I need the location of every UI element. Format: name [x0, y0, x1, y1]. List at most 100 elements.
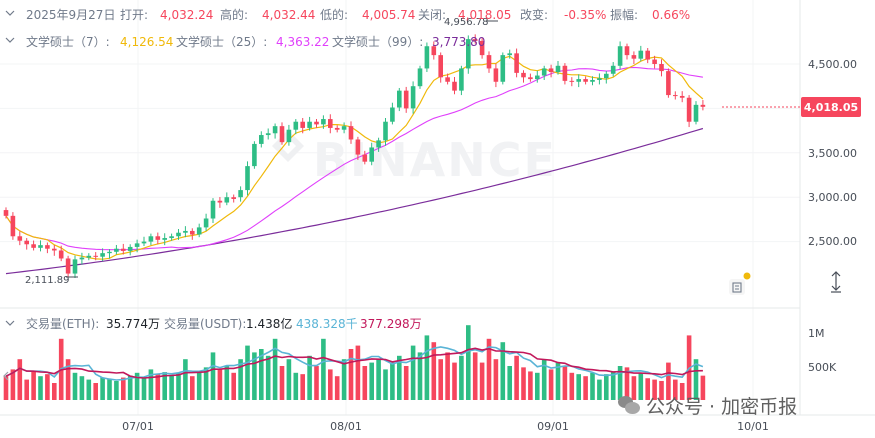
volume-bar [155, 374, 161, 400]
volume-bar [673, 379, 678, 400]
svg-text:1.438亿: 1.438亿 [246, 316, 292, 331]
candle [604, 73, 609, 79]
volume-tick: 500K [808, 361, 837, 374]
ohlc-header: 2025年9月27日 打开: 4,032.24 高的: 4,032.44 低的:… [5, 7, 690, 22]
volume-bar [528, 371, 533, 400]
volume-bar [666, 362, 671, 400]
volume-bar [321, 338, 326, 400]
candle [65, 258, 71, 274]
scale-toggle-icon[interactable] [831, 271, 841, 293]
candle [645, 50, 650, 60]
volume-bar [31, 371, 36, 400]
svg-text:高的:: 高的: [220, 7, 248, 22]
volume-bar [190, 376, 195, 400]
candle [238, 190, 243, 198]
candle [300, 121, 305, 128]
volume-bar [265, 355, 271, 400]
volume-bar [569, 372, 575, 400]
candle [52, 248, 57, 251]
candle [666, 71, 671, 96]
volume-bar [79, 376, 85, 400]
candle [307, 121, 312, 128]
volume-bar [362, 366, 368, 400]
candle [45, 245, 50, 249]
candle [459, 68, 464, 91]
svg-text:2025年9月27日: 2025年9月27日 [26, 8, 115, 22]
svg-text:2,111.89: 2,111.89 [25, 275, 70, 286]
volume-bar [624, 367, 630, 400]
volume-bar [210, 352, 216, 400]
candle [121, 248, 126, 251]
candle [466, 39, 471, 69]
candle [514, 53, 519, 73]
volume-bar [176, 373, 181, 400]
notes-icon[interactable] [729, 272, 751, 296]
volume-bar [466, 325, 471, 400]
candle [403, 90, 409, 109]
volume-bar [24, 379, 29, 400]
volume-tick: 1M [808, 327, 825, 340]
candle [652, 59, 657, 64]
price-tick: 4,500.00 [808, 58, 857, 71]
volume-bar [431, 342, 437, 400]
volume-bar [10, 369, 16, 400]
candle [597, 78, 602, 80]
chevron-down-icon[interactable] [5, 37, 15, 43]
candle [555, 65, 561, 72]
ma-line [5, 347, 703, 379]
volume-bar [65, 359, 71, 400]
volume-bar [562, 366, 568, 400]
last-price-badge: 4,018.05 [801, 97, 861, 117]
volume-bar [514, 355, 519, 400]
volume-bar [659, 380, 664, 400]
chevron-down-icon[interactable] [5, 10, 15, 16]
volume-bar [424, 335, 430, 400]
candle [493, 68, 499, 82]
ma7-line [5, 55, 704, 260]
candle [624, 46, 630, 56]
price-tick: 3,500.00 [808, 147, 857, 160]
svg-text:打开:: 打开: [120, 8, 148, 22]
volume-bar [272, 338, 278, 400]
candle [562, 65, 568, 81]
candle [583, 79, 588, 82]
volume-bar [141, 378, 147, 400]
candle [176, 232, 181, 237]
volume-bar [107, 378, 112, 400]
ma-line [5, 55, 704, 260]
scroll-left-icon[interactable] [3, 371, 9, 381]
volume-bar [238, 359, 243, 400]
candle [590, 79, 595, 82]
volume-bar [286, 359, 292, 400]
candle [500, 55, 506, 82]
volume-bar [403, 366, 409, 400]
candle [472, 39, 478, 41]
time-axis[interactable]: 07/01 08/01 09/01 10/01 [122, 420, 769, 433]
candle [507, 53, 512, 56]
svg-text:4,018.05: 4,018.05 [804, 101, 858, 114]
max-annotation: 4,956.78 [444, 17, 498, 28]
svg-text:低的:: 低的: [320, 7, 348, 22]
candle [479, 40, 485, 56]
candle [72, 259, 78, 274]
candle [341, 126, 347, 130]
volume-bar [617, 366, 623, 400]
volume-bar [631, 376, 637, 400]
svg-text:文学硕士（99）:: 文学硕士（99）: [332, 34, 423, 49]
chevron-down-icon[interactable] [5, 320, 15, 326]
volume-bar [548, 369, 554, 400]
candle [38, 245, 43, 248]
ma-line [5, 346, 704, 381]
svg-text:0.66%: 0.66% [652, 8, 690, 22]
volume-bar [127, 375, 133, 400]
volume-bar [576, 374, 581, 400]
candle [348, 126, 354, 140]
candle [100, 253, 105, 257]
price-axis[interactable]: 4,500.00 3,500.00 3,000.00 2,500.00 [808, 58, 857, 248]
candle [383, 121, 388, 141]
candle [569, 80, 575, 82]
time-tick: 09/01 [537, 420, 569, 433]
candle [224, 197, 230, 203]
svg-text:4,956.78: 4,956.78 [444, 17, 489, 28]
